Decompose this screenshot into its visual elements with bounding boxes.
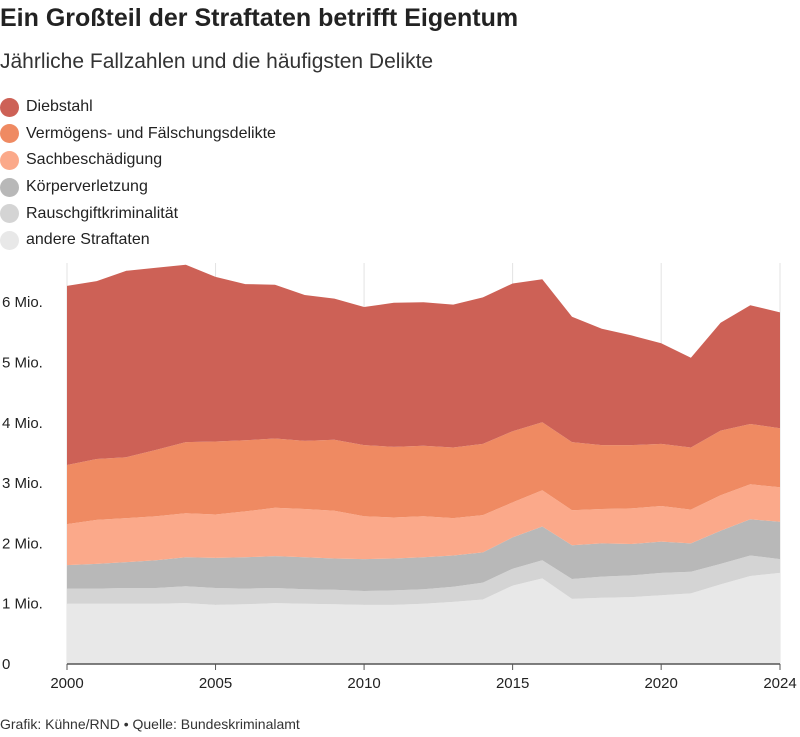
legend-item: Körperverletzung — [0, 174, 276, 201]
legend-item: Rauschgiftkriminalität — [0, 200, 276, 227]
y-tick-label: 4 Mio. — [2, 415, 43, 432]
x-tick-label: 2010 — [347, 675, 380, 692]
legend-swatch — [0, 150, 19, 170]
y-tick-label: 2 Mio. — [2, 535, 43, 552]
y-tick-label: 0 — [2, 656, 10, 673]
chart-title: Ein Großteil der Straftaten betrifft Eig… — [0, 4, 519, 32]
area-series — [67, 572, 780, 664]
x-tick-label: 2000 — [50, 675, 83, 692]
legend-label: andere Straftaten — [26, 231, 150, 249]
legend-swatch — [0, 177, 19, 197]
stacked-area-chart: 0 1 Mio. 2 Mio. 3 Mio. 4 Mio. 5 Mio. 6 Mio. 200… — [2, 263, 797, 692]
source-note: Grafik: Kühne/RND • Quelle: Bundeskrimin… — [0, 716, 300, 732]
area-series — [67, 555, 780, 605]
legend-label: Sachbeschädigung — [26, 151, 163, 169]
x-tick-label: 2015 — [496, 675, 529, 692]
x-tick-label: 2024 — [763, 675, 796, 692]
area-series — [67, 484, 780, 566]
legend: Diebstahl Vermögens- und Fälschungsdelikt… — [0, 94, 276, 254]
y-tick-label: 3 Mio. — [2, 475, 43, 492]
chart-subtitle: Jährliche Fallzahlen und die häufigsten … — [0, 50, 434, 73]
legend-item: Diebstahl — [0, 94, 276, 121]
legend-swatch — [0, 204, 19, 224]
x-tick-label: 2020 — [644, 675, 677, 692]
y-tick-label: 5 Mio. — [2, 354, 43, 371]
legend-label: Diebstahl — [26, 98, 93, 116]
y-tick-label: 1 Mio. — [2, 596, 43, 613]
legend-item: Vermögens- und Fälschungsdelikte — [0, 121, 276, 148]
legend-label: Rauschgiftkriminalität — [26, 204, 179, 222]
legend-swatch — [0, 124, 19, 144]
legend-label: Vermögens- und Fälschungsdelikte — [26, 124, 276, 142]
legend-swatch — [0, 230, 19, 250]
x-tick-label: 2005 — [199, 675, 232, 692]
legend-label: Körperverletzung — [26, 178, 148, 196]
area-series — [67, 264, 780, 465]
area-series — [67, 519, 780, 591]
y-tick-label: 6 Mio. — [2, 294, 43, 311]
legend-item: andere Straftaten — [0, 227, 276, 254]
legend-swatch — [0, 97, 19, 117]
legend-item: Sachbeschädigung — [0, 147, 276, 174]
area-series — [67, 422, 780, 525]
